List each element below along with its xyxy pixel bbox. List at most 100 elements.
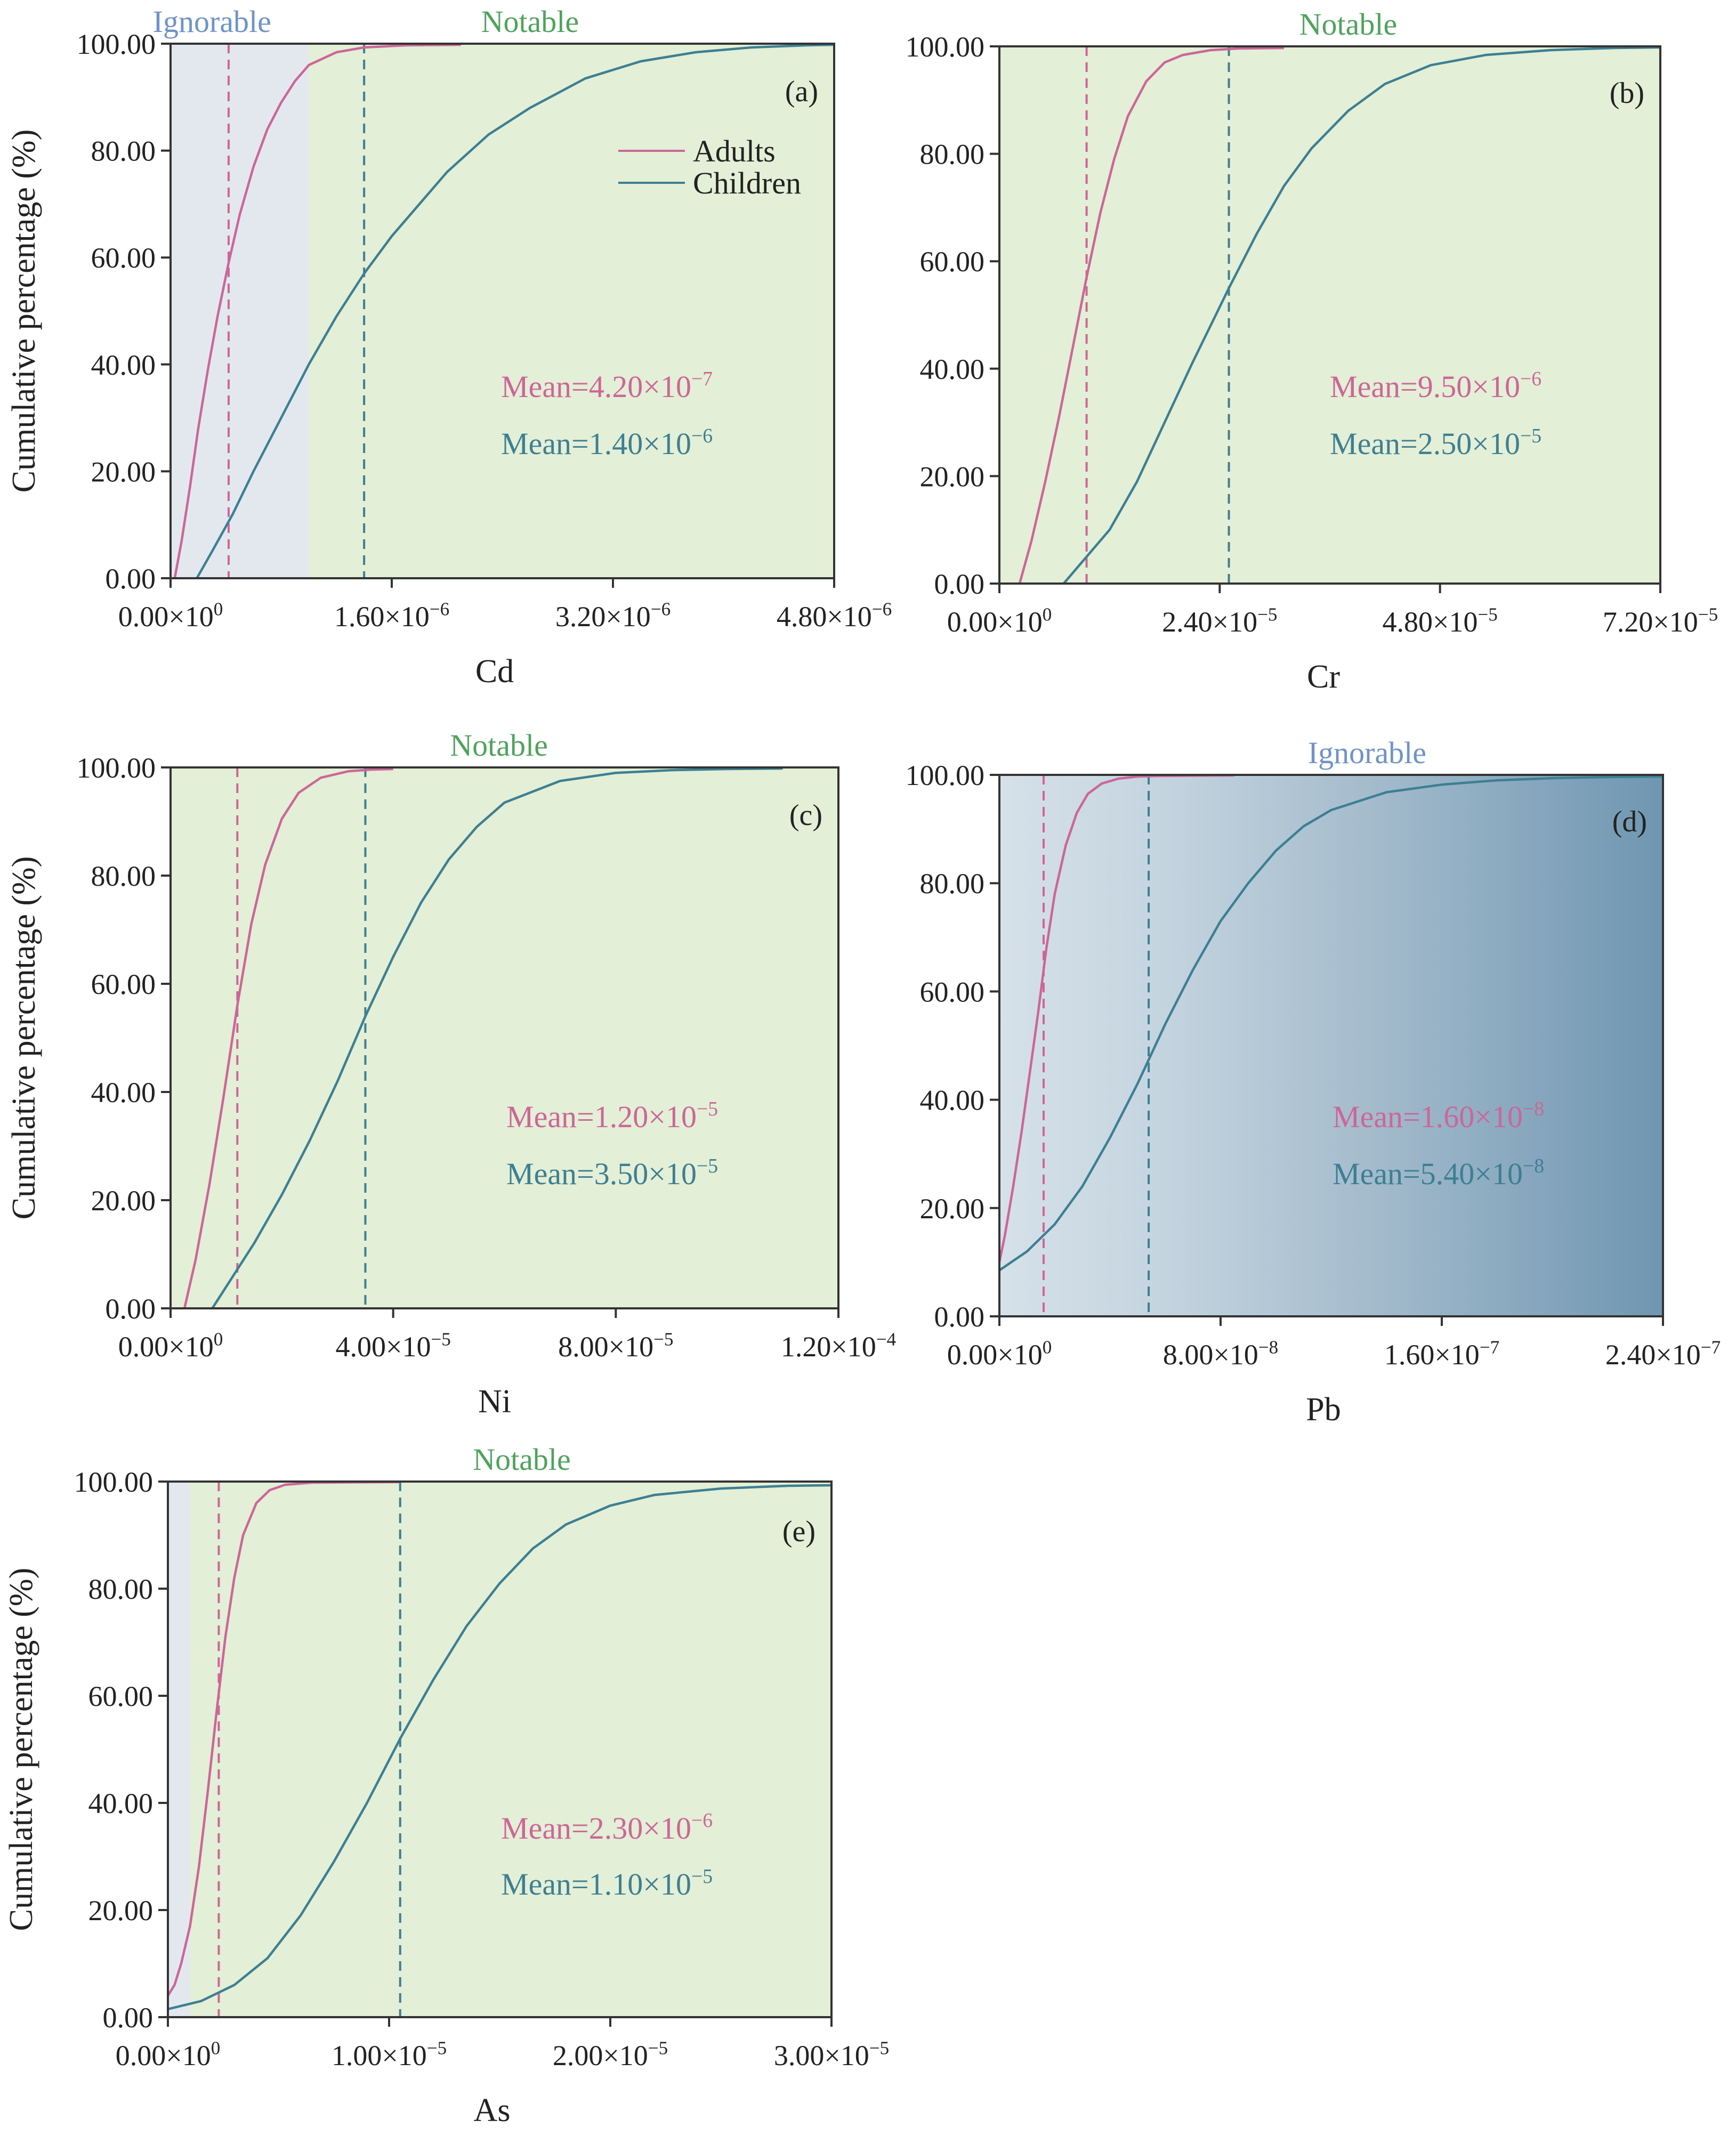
mean-text-adults-base: Mean=4.20×10 [501, 369, 691, 404]
x-tick-label: 2.40×10−7 [1605, 1337, 1721, 1371]
y-tick-label: 40.00 [920, 1085, 985, 1116]
region-label-notable: Notable [1299, 7, 1398, 42]
x-axis-label: Ni [478, 1383, 511, 1420]
x-tick-label-exponent: −5 [869, 2037, 889, 2058]
y-tick-label: 60.00 [920, 976, 985, 1008]
plot-frame [169, 766, 839, 1309]
y-tick-label: 100.00 [77, 28, 156, 60]
x-tick-label-exponent: −5 [653, 1329, 673, 1349]
legend-label-children: Children [693, 166, 801, 200]
x-tick-label-exponent: 0 [214, 598, 223, 619]
x-tick-label-base: 0.00×10 [118, 1331, 214, 1363]
x-tick-label-base: 3.20×10 [555, 601, 651, 633]
x-tick-label-base: 3.00×10 [774, 2040, 869, 2072]
x-tick-label: 2.00×10−5 [553, 2037, 668, 2072]
y-tick-label: 60.00 [920, 246, 985, 278]
x-tick-label: 1.60×10−6 [334, 598, 449, 633]
mean-text-adults: Mean=2.30×10−6 [501, 1809, 713, 1846]
x-tick-label-exponent: −7 [1701, 1337, 1721, 1357]
cdf-curve-children [998, 775, 1664, 1272]
y-tick-label: 80.00 [88, 1573, 154, 1605]
mean-text-children: Mean=1.10×10−5 [501, 1865, 713, 1902]
x-tick-label: 0.00×100 [118, 598, 223, 633]
x-tick-label-exponent: −5 [648, 2037, 668, 2058]
x-tick-label: 2.40×10−5 [1162, 604, 1277, 638]
x-tick-label: 0.00×100 [947, 1337, 1052, 1371]
cdf-curve-children [211, 767, 783, 1309]
y-tick-label: 20.00 [91, 1185, 156, 1217]
legend-label-adults: Adults [693, 134, 776, 168]
x-tick-label: 8.00×10−5 [558, 1329, 673, 1363]
ignorable-region [171, 44, 309, 578]
x-tick-label-exponent: −5 [427, 2037, 447, 2058]
mean-text-children: Mean=1.40×10−6 [501, 425, 713, 461]
mean-text-children-base: Mean=5.40×10 [1333, 1156, 1523, 1191]
mean-text-children-base: Mean=1.40×10 [501, 426, 691, 461]
panel-a: 0.00×100 1.60×10−6 3.20×10−6 4.80×10−60.002… [6, 4, 892, 690]
x-tick-label-exponent: 0 [1043, 1337, 1052, 1357]
mean-text-adults-base: Mean=1.20×10 [506, 1099, 697, 1134]
cdf-curve-children [1062, 46, 1661, 585]
mean-text-children: Mean=3.50×10−5 [506, 1155, 718, 1191]
y-tick-label: 20.00 [920, 460, 985, 492]
y-tick-label: 0.00 [106, 563, 156, 595]
y-tick-label: 100.00 [906, 759, 985, 791]
y-tick-label: 0.00 [106, 1293, 156, 1325]
x-tick-label: 0.00×100 [118, 1329, 223, 1363]
y-tick-label: 80.00 [920, 139, 985, 171]
y-tick-label: 20.00 [88, 1895, 154, 1927]
y-tick-label: 100.00 [77, 752, 156, 784]
panel-label: (a) [785, 75, 818, 108]
x-tick-label-exponent: −6 [872, 598, 892, 619]
mean-text-adults: Mean=4.20×10−7 [501, 368, 713, 404]
plot-frame [998, 774, 1664, 1317]
x-tick-label: 7.20×10−5 [1603, 604, 1718, 638]
x-tick-label: 4.80×10−6 [777, 598, 892, 633]
panel-label: (e) [782, 1515, 815, 1548]
x-tick-label-base: 2.40×10 [1605, 1339, 1701, 1371]
y-axis-label: Cumulative percentage (%) [3, 1568, 39, 1931]
ignorable-region [999, 775, 1663, 1316]
mean-text-adults: Mean=9.50×10−6 [1330, 368, 1541, 404]
panel-c: 0.00×100 4.00×10−5 8.00×10−5 1.20×10−4 0.00 2… [6, 728, 896, 1420]
x-tick-label-base: 0.00×10 [116, 2040, 211, 2072]
mean-text-adults-exponent: −7 [691, 368, 713, 390]
x-tick-label-exponent: −8 [1258, 1337, 1278, 1357]
x-tick-label-base: 1.00×10 [332, 2040, 427, 2072]
panel-b: 0.00×100 2.40×10−5 4.80×10−5 7.20×10−50.002… [906, 7, 1718, 695]
y-tick-label: 40.00 [88, 1787, 154, 1819]
x-tick-label: 4.80×10−5 [1383, 604, 1498, 638]
x-tick-label: 1.60×10−7 [1384, 1337, 1499, 1371]
x-tick-label-exponent: −7 [1480, 1337, 1499, 1357]
x-tick-label: 1.20×10−4 [781, 1329, 896, 1363]
y-tick-label: 60.00 [91, 968, 156, 1000]
mean-text-children-exponent: −8 [1523, 1155, 1544, 1177]
x-axis-label: Pb [1306, 1391, 1341, 1428]
mean-text-adults-exponent: −8 [1523, 1098, 1544, 1120]
x-tick-label: 0.00×100 [947, 604, 1052, 638]
x-axis-label: Cd [475, 653, 514, 690]
panel-label: (d) [1612, 805, 1647, 838]
y-axis-label: Cumulative percentage (%) [6, 856, 42, 1220]
y-tick-label: 40.00 [920, 353, 985, 385]
x-tick-label-base: 0.00×10 [947, 606, 1043, 638]
x-tick-label-exponent: 0 [214, 1329, 223, 1349]
x-tick-label: 8.00×10−8 [1163, 1337, 1278, 1371]
x-tick-label: 4.00×10−5 [336, 1329, 451, 1363]
x-tick-label-exponent: −4 [876, 1329, 896, 1349]
y-tick-label: 40.00 [91, 349, 156, 381]
mean-text-children-exponent: −6 [691, 425, 713, 447]
mean-text-adults-exponent: −6 [691, 1809, 713, 1832]
panel-e: 0.00×100 1.00×10−5 2.00×10−5 3.00×10−50.002… [3, 1442, 889, 2129]
mean-text-adults-exponent: −5 [697, 1098, 718, 1120]
mean-text-adults: Mean=1.60×10−8 [1333, 1098, 1544, 1134]
ignorable-region [168, 1482, 190, 2017]
plot-frame [167, 1480, 833, 2018]
cdf-curve-children [167, 1484, 832, 2011]
cdf-curve-children [196, 43, 835, 579]
mean-text-adults: Mean=1.20×10−5 [506, 1098, 718, 1134]
panel-label: (b) [1610, 77, 1644, 110]
notable-region [168, 1482, 831, 2017]
x-tick-label-exponent: −5 [1477, 604, 1497, 625]
